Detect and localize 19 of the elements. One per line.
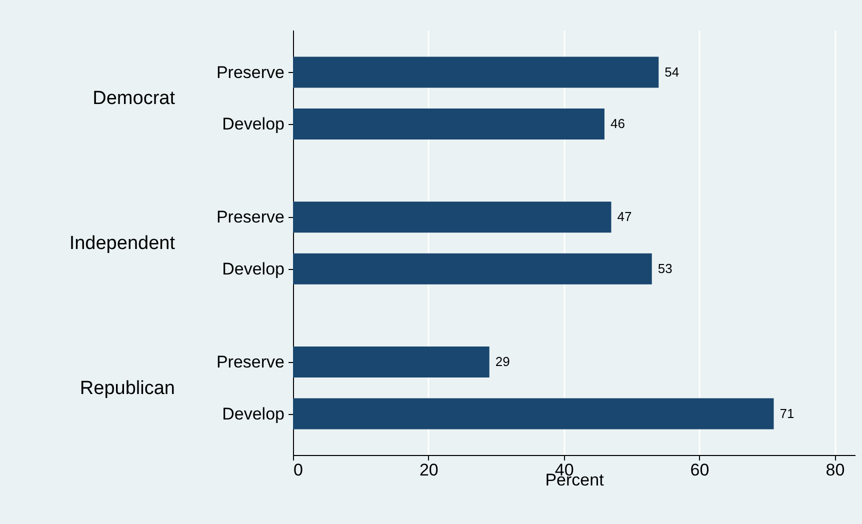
y-tick-label: Preserve <box>216 352 284 372</box>
y-tick-label: Preserve <box>216 62 284 82</box>
y-tick-label: Develop <box>222 114 284 134</box>
text: Democrat <box>92 88 176 110</box>
x-tick-label: 80 <box>826 460 845 480</box>
data-label: 53 <box>658 260 672 276</box>
x-tick-label: 20 <box>419 460 438 480</box>
data-label: 46 <box>610 116 625 132</box>
data-label: 47 <box>617 209 632 224</box>
data-label: 71 <box>780 406 794 421</box>
data-label: 54 <box>664 64 680 80</box>
y-tick-label: Develop <box>222 259 284 278</box>
text: Independent <box>69 233 176 254</box>
text: Republican <box>80 378 175 399</box>
y-tick-label: Preserve <box>216 208 284 227</box>
x-tick-label: 0 <box>294 460 303 480</box>
y-tick-label: Develop <box>222 404 284 424</box>
x-tick-label: 60 <box>690 460 710 480</box>
data-label: 29 <box>495 354 510 370</box>
